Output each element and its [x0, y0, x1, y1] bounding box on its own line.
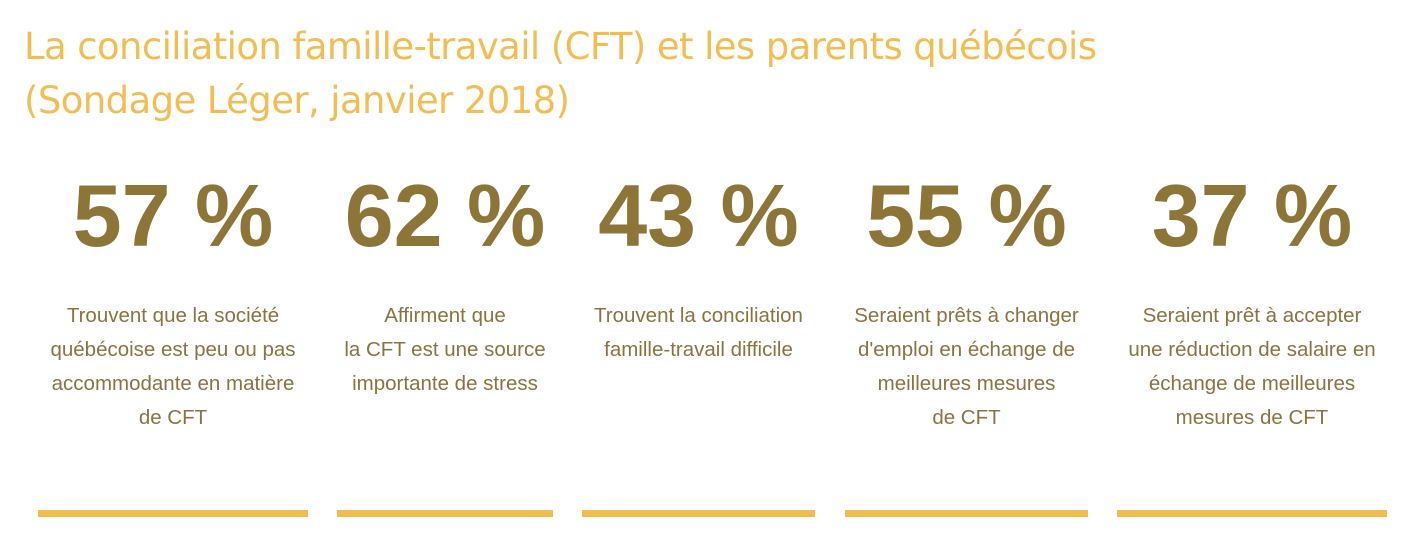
stat-percentage: 55 % [866, 166, 1067, 265]
stat-percentage: 57 % [72, 166, 274, 265]
stat-card-1: 57 % Trouvent que la société québécoise … [38, 0, 308, 537]
stat-description-line: échange de meilleures [1148, 372, 1356, 395]
stat-description-line: une réduction de salaire en [1128, 338, 1376, 361]
stat-percentage: 43 % [598, 166, 799, 265]
page-title: La conciliation famille-travail (CFT) et… [24, 20, 1394, 128]
stat-description: Seraient prêts à changer d'emploi en éch… [839, 299, 1094, 435]
stat-description-line: québécoise est peu ou pas [50, 338, 296, 361]
stat-description-line: importante de stress [352, 372, 538, 395]
stat-divider-bar [1117, 510, 1387, 517]
stat-description: Trouvent que la société québécoise est p… [32, 299, 314, 435]
stat-description-line: Seraient prêt à accepter [1142, 304, 1362, 327]
stat-description-line: d'emploi en échange de [857, 338, 1076, 361]
stat-divider-bar [337, 510, 553, 517]
page-title-line-1: La conciliation famille-travail (CFT) et… [24, 25, 1097, 68]
stat-description-line: mesures de CFT [1175, 406, 1329, 429]
stat-card-4: 55 % Seraient prêts à changer d'emploi e… [845, 0, 1088, 537]
stat-card-3: 43 % Trouvent la conciliation famille-tr… [582, 0, 815, 537]
stat-percentage: 62 % [344, 166, 546, 265]
stat-divider-bar [845, 510, 1088, 517]
stat-description-line: famille-travail difficile [604, 338, 793, 361]
stat-description: Seraient prêt à accepter une réduction d… [1111, 299, 1393, 435]
stat-divider-bar [582, 510, 815, 517]
stat-description-line: Trouvent la conciliation [594, 304, 803, 327]
stat-description-line: de CFT [932, 406, 1001, 429]
stat-description-line: de CFT [138, 406, 208, 429]
stat-description-line: accommodante en matière [51, 372, 295, 395]
stat-card-2: 62 % Affirment que la CFT est une source… [337, 0, 553, 537]
page-title-line-2: (Sondage Léger, janvier 2018) [24, 79, 570, 122]
stat-description: Affirment que la CFT est une source impo… [331, 299, 559, 401]
stat-description-line: la CFT est une source [344, 338, 546, 361]
stat-divider-bar [38, 510, 308, 517]
stat-percentage: 37 % [1151, 166, 1353, 265]
stat-description-line: meilleures mesures [877, 372, 1056, 395]
stat-description-line: Seraient prêts à changer [854, 304, 1079, 327]
stat-description-line: Trouvent que la société [66, 304, 280, 327]
stat-description: Trouvent la conciliation famille-travail… [576, 299, 821, 367]
stat-description-line: Affirment que [384, 304, 506, 327]
stat-card-5: 37 % Seraient prêt à accepter une réduct… [1117, 0, 1387, 537]
